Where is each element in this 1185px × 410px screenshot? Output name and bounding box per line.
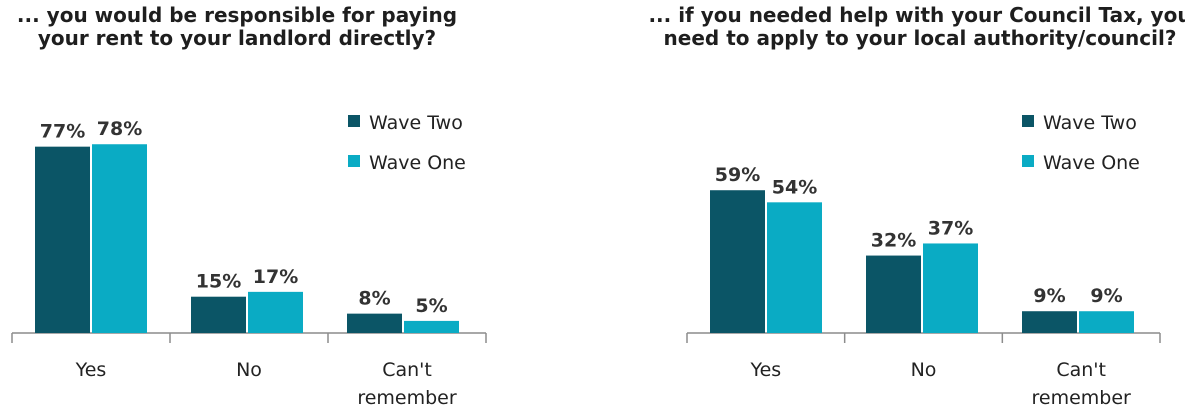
- bar-wave-two-0: [35, 146, 90, 333]
- legend-label-wave-one: Wave One: [369, 152, 466, 174]
- chart-title-line-2: need to apply to your local authority/co…: [664, 26, 1177, 50]
- legend-swatch-wave-two: [348, 115, 360, 127]
- bar-wave-one-1: [923, 243, 978, 333]
- chart-title-line-1: ... you would be responsible for paying: [17, 3, 457, 27]
- bar-wave-two-1: [191, 296, 246, 333]
- bar-wave-one-0: [767, 202, 822, 333]
- data-label: 32%: [871, 230, 916, 252]
- data-label: 8%: [358, 288, 390, 310]
- x-tick-label: No: [236, 359, 262, 381]
- legend-swatch-wave-one: [1022, 155, 1034, 167]
- legend-label-wave-one: Wave One: [1043, 152, 1140, 174]
- data-label: 17%: [253, 266, 298, 288]
- data-label: 5%: [415, 295, 447, 317]
- x-tick-label: remember: [1031, 387, 1131, 409]
- chart-rent-responsibility: ... you would be responsible for payingy…: [11, 3, 487, 409]
- x-tick-label: No: [911, 359, 937, 381]
- x-tick-label: Can't: [382, 359, 432, 381]
- chart-title-line-2: your rent to your landlord directly?: [38, 26, 436, 50]
- data-label: 54%: [772, 176, 817, 198]
- legend-swatch-wave-two: [1022, 115, 1034, 127]
- data-label: 59%: [715, 164, 760, 186]
- bar-wave-one-2: [404, 320, 459, 333]
- x-tick-label: Can't: [1056, 359, 1106, 381]
- legend-label-wave-two: Wave Two: [369, 112, 463, 134]
- x-tick-label: remember: [357, 387, 457, 409]
- data-label: 9%: [1033, 285, 1065, 307]
- data-label: 9%: [1090, 285, 1122, 307]
- x-tick-label: Yes: [75, 359, 107, 381]
- chart-council-tax-help: ... if you needed help with your Council…: [648, 3, 1185, 409]
- chart-title-line-1: ... if you needed help with your Council…: [648, 3, 1185, 27]
- bar-wave-two-1: [866, 255, 921, 333]
- data-label: 77%: [40, 121, 85, 143]
- legend-swatch-wave-one: [348, 155, 360, 167]
- bar-wave-two-2: [347, 313, 402, 333]
- x-tick-label: Yes: [749, 359, 781, 381]
- bar-wave-one-2: [1079, 311, 1134, 333]
- legend-label-wave-two: Wave Two: [1043, 112, 1137, 134]
- data-label: 15%: [196, 271, 241, 293]
- bar-wave-two-0: [710, 190, 765, 333]
- bar-wave-two-2: [1022, 311, 1077, 333]
- data-label: 37%: [928, 217, 973, 239]
- data-label: 78%: [97, 118, 142, 140]
- bar-wave-one-1: [248, 291, 303, 333]
- bar-wave-one-0: [92, 144, 147, 333]
